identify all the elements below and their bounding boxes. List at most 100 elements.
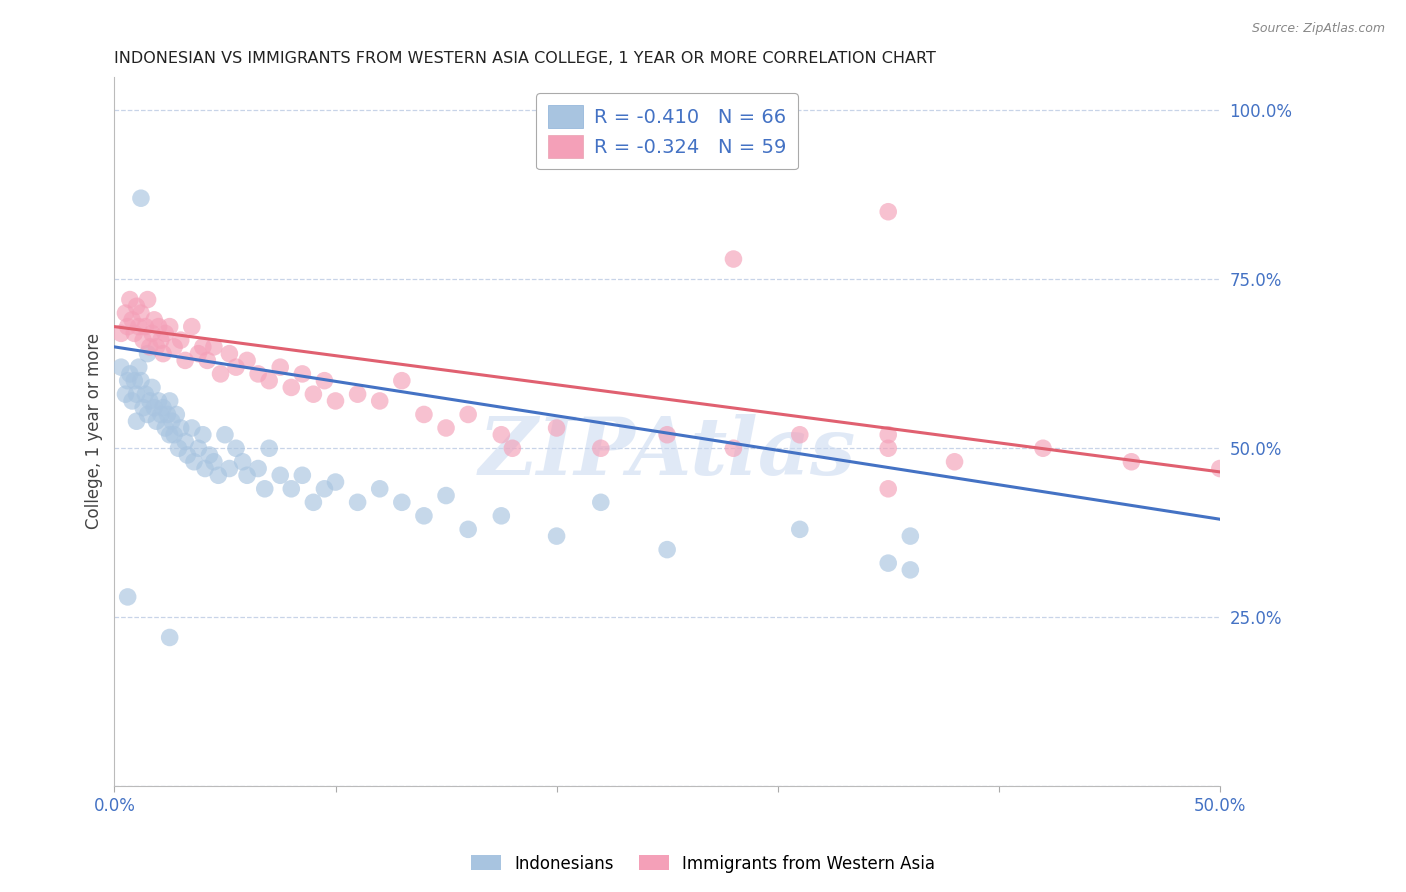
Point <box>156 408 179 422</box>
Point <box>136 293 159 307</box>
Point <box>1121 455 1143 469</box>
Point <box>118 367 141 381</box>
Point <box>325 475 347 489</box>
Point <box>269 468 291 483</box>
Point <box>391 374 413 388</box>
Point <box>314 482 336 496</box>
Point <box>145 340 167 354</box>
Point <box>413 508 436 523</box>
Point <box>413 408 436 422</box>
Point <box>257 374 280 388</box>
Point <box>501 442 523 456</box>
Point <box>132 401 155 415</box>
Point <box>194 461 217 475</box>
Point <box>132 333 155 347</box>
Point <box>149 333 172 347</box>
Point <box>134 387 156 401</box>
Point <box>163 340 186 354</box>
Point <box>129 374 152 388</box>
Text: INDONESIAN VS IMMIGRANTS FROM WESTERN ASIA COLLEGE, 1 YEAR OR MORE CORRELATION C: INDONESIAN VS IMMIGRANTS FROM WESTERN AS… <box>114 51 936 66</box>
Point <box>114 306 136 320</box>
Point <box>121 313 143 327</box>
Point <box>280 380 302 394</box>
Point <box>165 408 187 422</box>
Point <box>789 427 811 442</box>
Point <box>589 442 612 456</box>
Point <box>117 590 139 604</box>
Point <box>125 387 148 401</box>
Point <box>546 529 568 543</box>
Point <box>434 421 457 435</box>
Point <box>139 340 162 354</box>
Point <box>139 393 162 408</box>
Point <box>291 367 314 381</box>
Point <box>145 414 167 428</box>
Point <box>218 346 240 360</box>
Point <box>247 461 270 475</box>
Text: ZIPAtlas: ZIPAtlas <box>478 414 856 491</box>
Point <box>457 522 479 536</box>
Point <box>163 427 186 442</box>
Point <box>291 468 314 483</box>
Point <box>114 387 136 401</box>
Point <box>134 319 156 334</box>
Point <box>128 319 150 334</box>
Point <box>898 529 921 543</box>
Point <box>257 442 280 456</box>
Point <box>325 393 347 408</box>
Point <box>218 461 240 475</box>
Point <box>198 448 221 462</box>
Legend: R = -0.410   N = 66, R = -0.324   N = 59: R = -0.410 N = 66, R = -0.324 N = 59 <box>536 94 799 169</box>
Point <box>723 252 745 266</box>
Point <box>877 482 900 496</box>
Point <box>195 353 218 368</box>
Point <box>143 401 166 415</box>
Point <box>207 468 229 483</box>
Point <box>121 393 143 408</box>
Point <box>174 353 197 368</box>
Point <box>110 326 132 341</box>
Point <box>302 387 325 401</box>
Point <box>143 313 166 327</box>
Point <box>136 408 159 422</box>
Point <box>148 319 170 334</box>
Point <box>236 353 259 368</box>
Point <box>117 319 139 334</box>
Point <box>180 421 202 435</box>
Text: Source: ZipAtlas.com: Source: ZipAtlas.com <box>1251 22 1385 36</box>
Point <box>160 414 183 428</box>
Point <box>280 482 302 496</box>
Point <box>159 631 181 645</box>
Point <box>214 427 236 442</box>
Point <box>136 346 159 360</box>
Point <box>152 401 174 415</box>
Point <box>491 508 513 523</box>
Point <box>225 442 247 456</box>
Point <box>125 414 148 428</box>
Point <box>368 482 391 496</box>
Point <box>170 333 193 347</box>
Point <box>191 427 214 442</box>
Point <box>314 374 336 388</box>
Point <box>346 387 368 401</box>
Point <box>129 306 152 320</box>
Point <box>898 563 921 577</box>
Point <box>1032 442 1054 456</box>
Point <box>225 360 247 375</box>
Point <box>191 340 214 354</box>
Point <box>167 442 190 456</box>
Point <box>253 482 276 496</box>
Point <box>174 434 197 449</box>
Point <box>491 427 513 442</box>
Point <box>129 191 152 205</box>
Point <box>434 489 457 503</box>
Point <box>202 455 225 469</box>
Y-axis label: College, 1 year or more: College, 1 year or more <box>86 334 103 530</box>
Point <box>149 408 172 422</box>
Point <box>655 542 678 557</box>
Point <box>183 455 205 469</box>
Point <box>877 442 900 456</box>
Point <box>124 326 146 341</box>
Point <box>546 421 568 435</box>
Point <box>117 374 139 388</box>
